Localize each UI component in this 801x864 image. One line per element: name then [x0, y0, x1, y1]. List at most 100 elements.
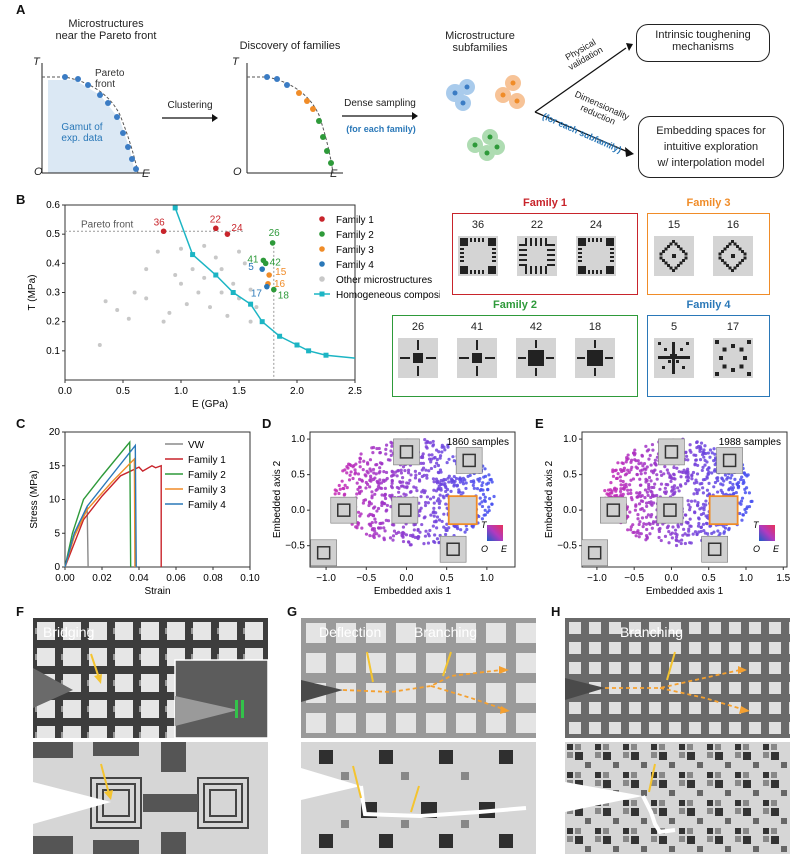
microstructure-pattern	[460, 238, 496, 274]
micro-cell	[492, 252, 496, 254]
embed-point	[425, 495, 430, 499]
b-legend-swatch	[319, 216, 325, 222]
embed-point	[383, 529, 387, 533]
c-y-tick-label: 15	[49, 461, 61, 472]
embed-x-tick-label: −0.5	[356, 573, 376, 584]
b-data-point	[264, 283, 270, 290]
embed-point	[400, 533, 404, 538]
embed-colorkey	[759, 525, 775, 541]
d-embedding-chart: −1.0 −0.5 0.0 0.5 1.0 −0.5 0.0 0.5 1.0 Embedded a…	[272, 431, 516, 597]
micro-cell	[736, 245, 739, 248]
c-y-tick-label: 0	[54, 562, 60, 573]
embed-point	[673, 477, 677, 481]
embed-point	[434, 461, 439, 465]
family-2-box	[392, 315, 638, 397]
embed-point	[423, 438, 427, 442]
micro-cell	[662, 250, 665, 253]
embed-point	[646, 493, 650, 498]
b-pareto-text: Pareto front	[81, 219, 133, 230]
embed-point	[706, 451, 710, 455]
embed-point	[437, 506, 441, 510]
embed-point	[653, 461, 657, 466]
embed-point	[708, 448, 713, 452]
embed-point	[742, 471, 746, 475]
embed-point	[700, 506, 704, 510]
embed-point	[385, 503, 390, 508]
embed-samples-count: 1988 samples	[719, 437, 781, 448]
micro-cell	[743, 252, 747, 256]
embed-point	[699, 441, 704, 445]
embed-point	[431, 443, 436, 447]
embed-point	[371, 506, 376, 510]
embed-point	[629, 460, 633, 464]
embed-point	[655, 473, 659, 477]
embed-point	[658, 487, 662, 491]
embed-point	[415, 489, 419, 493]
embed-point	[629, 496, 634, 500]
embed-point	[377, 446, 381, 451]
embed-point	[686, 458, 690, 462]
embed-point	[482, 513, 486, 517]
c-series-line	[64, 443, 137, 568]
micro-cell	[728, 266, 732, 270]
embed-point	[678, 483, 683, 487]
micro-cell	[594, 368, 596, 376]
embed-point	[624, 482, 628, 486]
embed-point	[356, 523, 360, 527]
embed-point	[703, 477, 707, 482]
embed-point	[672, 492, 676, 496]
embed-point	[368, 458, 373, 462]
embed-point	[417, 479, 422, 483]
micro-cell	[664, 261, 668, 265]
embed-point	[627, 483, 632, 487]
micro-cell	[747, 372, 751, 376]
embed-point	[362, 498, 366, 503]
embed-thumbnail-pattern	[722, 453, 737, 468]
embed-point	[681, 533, 685, 537]
micro-cell	[738, 261, 742, 265]
embed-point	[480, 483, 484, 488]
embed-point	[605, 492, 609, 496]
micro-cell	[682, 250, 685, 253]
b-data-point	[161, 319, 166, 324]
b-data-point	[202, 275, 207, 280]
embed-point	[447, 457, 451, 461]
embed-point	[382, 526, 386, 530]
a1-axis-e: E	[142, 168, 150, 180]
embed-point	[707, 481, 711, 486]
embed-point	[471, 483, 475, 487]
embed-point	[375, 509, 379, 513]
embed-point	[739, 502, 743, 506]
embed-point	[426, 541, 431, 545]
embed-point	[700, 481, 704, 486]
micro-cell	[610, 252, 614, 254]
embed-point	[438, 499, 442, 503]
embed-thumbnail-pattern	[587, 546, 602, 560]
embed-x-tick-label: 0.0	[400, 573, 414, 584]
family-2-title: Family 2	[492, 299, 538, 311]
embed-colorkey-o: O	[481, 544, 488, 554]
embed-point	[440, 519, 444, 524]
embed-point	[390, 481, 394, 485]
embed-point	[649, 502, 653, 506]
embed-point	[370, 490, 374, 494]
micro-cell	[658, 356, 690, 359]
micro-cell	[578, 252, 582, 254]
micro-cell	[726, 264, 729, 267]
micro-cell	[679, 247, 683, 251]
b-data-point	[224, 231, 231, 237]
embed-point	[461, 479, 465, 483]
micro-cell	[674, 242, 678, 246]
micro-cell	[530, 266, 532, 274]
micro-cell	[606, 266, 614, 274]
embed-point	[337, 491, 341, 496]
embed-point	[688, 524, 692, 528]
micro-cell	[482, 270, 484, 274]
a-arrow-1	[162, 114, 218, 122]
embed-point	[702, 448, 706, 452]
embed-point	[409, 543, 413, 547]
embed-point	[407, 481, 411, 485]
micro-cell	[722, 347, 727, 352]
embed-point	[683, 532, 687, 536]
embed-point	[411, 534, 415, 539]
